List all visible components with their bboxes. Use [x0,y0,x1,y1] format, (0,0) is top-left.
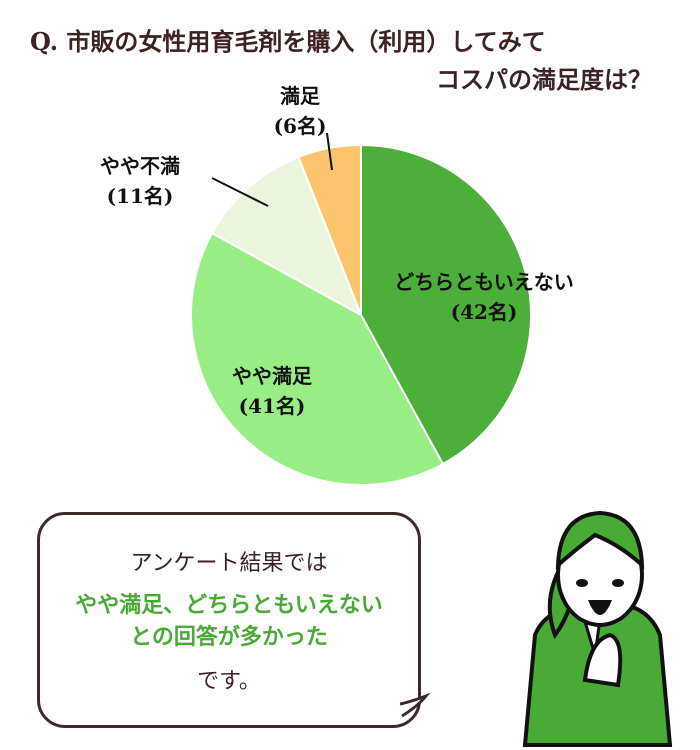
bubble-line-2: やや満足、どちらともいえない [75,592,383,618]
bubble-line-3: との回答が多かった [130,624,328,650]
bubble-line-4: です。 [197,669,261,694]
slice-value-1: (41名) [238,394,306,418]
pie-slice-1 [190,231,445,486]
bubble-line-1: アンケート結果では [130,551,328,576]
woman-illustration [522,510,673,747]
slice-label-3: 満足 [280,84,320,108]
slice-label-2: やや不満 [100,154,180,178]
slice-value-0: (42名) [450,300,518,324]
slice-label-0: どちらともいえない [394,270,574,294]
slice-value-2: (11名) [106,184,174,208]
slice-label-1: やや満足 [232,364,312,388]
pie-chart [190,132,532,486]
bubble-tail [400,692,431,718]
title-line-1: Q. 市販の女性用育毛剤を購入（利用）してみて [30,27,546,56]
speech-bubble: アンケート結果では やや満足、どちらともいえない との回答が多かった です。 [37,512,421,728]
pie-slice-0 [360,143,532,466]
leader-line-yaya-fuman [211,177,269,207]
leader-line-manzoku [326,132,333,171]
slice-value-3: (6名) [273,114,327,138]
title-line-2: コスパの満足度は？ [436,65,652,94]
